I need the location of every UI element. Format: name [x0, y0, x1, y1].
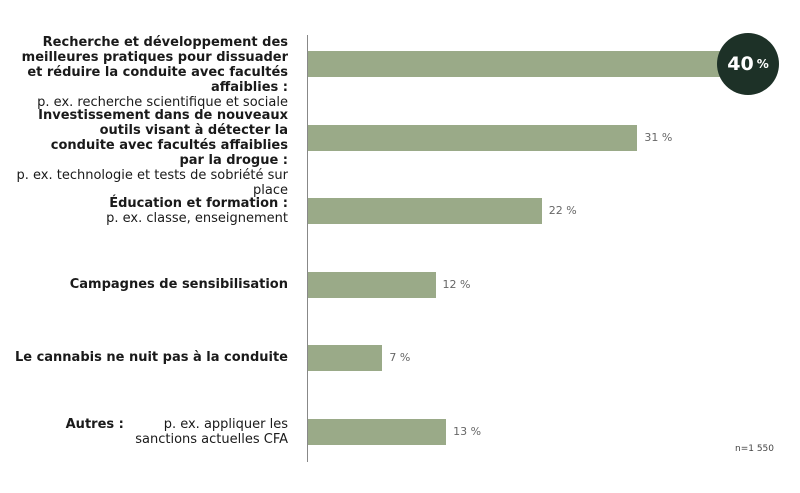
bar-6 — [308, 419, 447, 445]
category-label-6-detail: p. ex. appliquer les sanctions actuelles… — [135, 417, 288, 447]
bar-3 — [308, 198, 542, 224]
value-label-6: 13 % — [453, 425, 482, 438]
category-label-5-bold: Le cannabis ne nuit pas à la conduite — [14, 350, 288, 365]
sample-size-note: n=1 550 — [735, 444, 775, 454]
value-label-2: 31 % — [644, 131, 673, 144]
category-label-1-bold: Recherche et développement des meilleure… — [21, 35, 288, 95]
value-label-4: 12 % — [442, 278, 471, 291]
bar-1 — [308, 51, 733, 77]
category-label-1: Recherche et développement des meilleure… — [18, 35, 288, 110]
value-label-1: 40% — [717, 33, 779, 95]
category-label-5: Le cannabis ne nuit pas à la conduite — [15, 350, 288, 365]
y-axis-line — [307, 35, 308, 462]
category-label-3: Éducation et formation : p. ex. classe, … — [106, 196, 288, 226]
category-label-6-bold: Autres : — [65, 417, 124, 432]
category-label-1-detail: p. ex. recherche scientifique et sociale — [37, 95, 288, 110]
category-label-2-detail: p. ex. technologie et tests de sobriété … — [16, 168, 288, 198]
bar-2 — [308, 125, 638, 151]
value-label-1-percent: % — [756, 57, 769, 71]
bar-4 — [308, 272, 436, 298]
category-label-6-line: Autres : p. ex. appliquer les sanctions … — [66, 417, 288, 447]
category-label-2-bold: Investissement dans de nouveaux outils v… — [38, 108, 288, 168]
value-label-1-number: 40 — [727, 53, 754, 75]
bar-5 — [308, 345, 383, 371]
category-label-4: Campagnes de sensibilisation — [70, 277, 288, 292]
category-label-4-bold: Campagnes de sensibilisation — [69, 277, 288, 292]
value-label-3: 22 % — [548, 204, 577, 217]
category-label-3-detail: p. ex. classe, enseignement — [106, 211, 288, 226]
category-label-2: Investissement dans de nouveaux outils v… — [0, 108, 288, 198]
category-label-6: Autres : p. ex. appliquer les sanctions … — [66, 417, 288, 447]
category-label-3-bold: Éducation et formation : — [109, 196, 288, 211]
value-label-5: 7 % — [389, 351, 411, 364]
